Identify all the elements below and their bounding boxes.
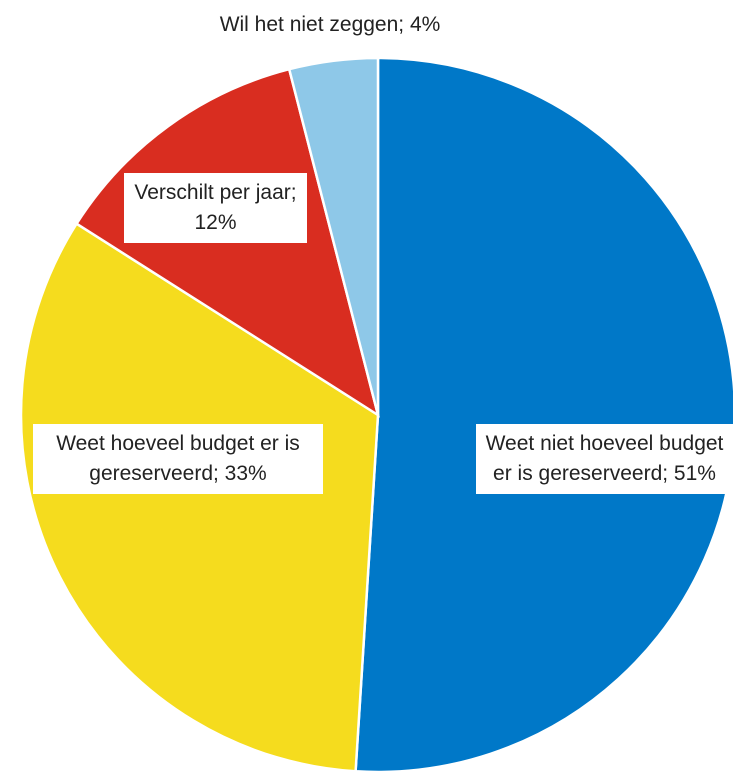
pie-slice — [354, 56, 733, 774]
slice-label: Weet niet hoeveel budget er is gereserve… — [476, 424, 733, 494]
slice-label: Verschilt per jaar; 12% — [124, 173, 307, 243]
slice-label: Wil het niet zeggen; 4% — [219, 13, 441, 36]
pie-slice — [287, 56, 380, 416]
pie-slice — [19, 221, 380, 773]
slice-label: Weet hoeveel budget er is gereserveerd; … — [33, 424, 323, 494]
